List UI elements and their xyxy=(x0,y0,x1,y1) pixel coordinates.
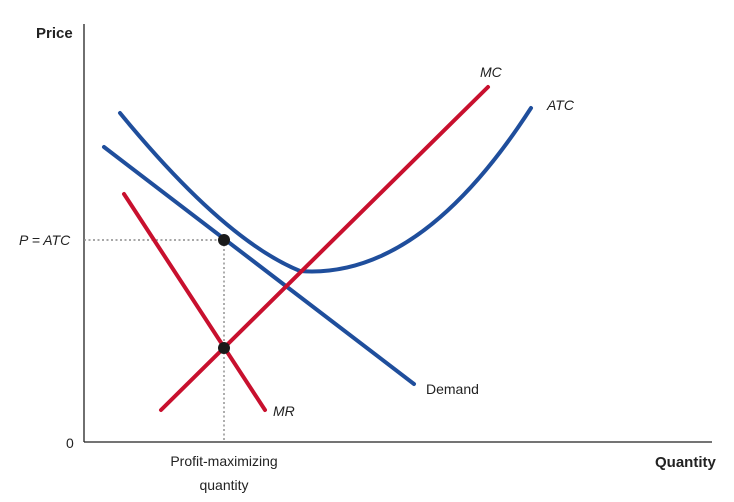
demand-label: Demand xyxy=(426,381,479,397)
price-level-label: P = ATC xyxy=(19,232,71,248)
mr-curve xyxy=(122,192,267,412)
demand-curve xyxy=(102,145,416,386)
mc-curve xyxy=(159,85,490,412)
mr-label: MR xyxy=(273,403,295,419)
atc-label: ATC xyxy=(546,97,575,113)
y-axis-title: Price xyxy=(36,25,73,42)
origin-label: 0 xyxy=(66,435,74,451)
mr-mc-intersection-point xyxy=(218,342,230,354)
quantity-label-line1: Profit-maximizing xyxy=(170,453,277,469)
mc-label: MC xyxy=(480,64,503,80)
quantity-label-line2: quantity xyxy=(199,477,248,493)
x-axis-title: Quantity xyxy=(655,454,716,471)
demand-atc-tangency-point xyxy=(218,234,230,246)
